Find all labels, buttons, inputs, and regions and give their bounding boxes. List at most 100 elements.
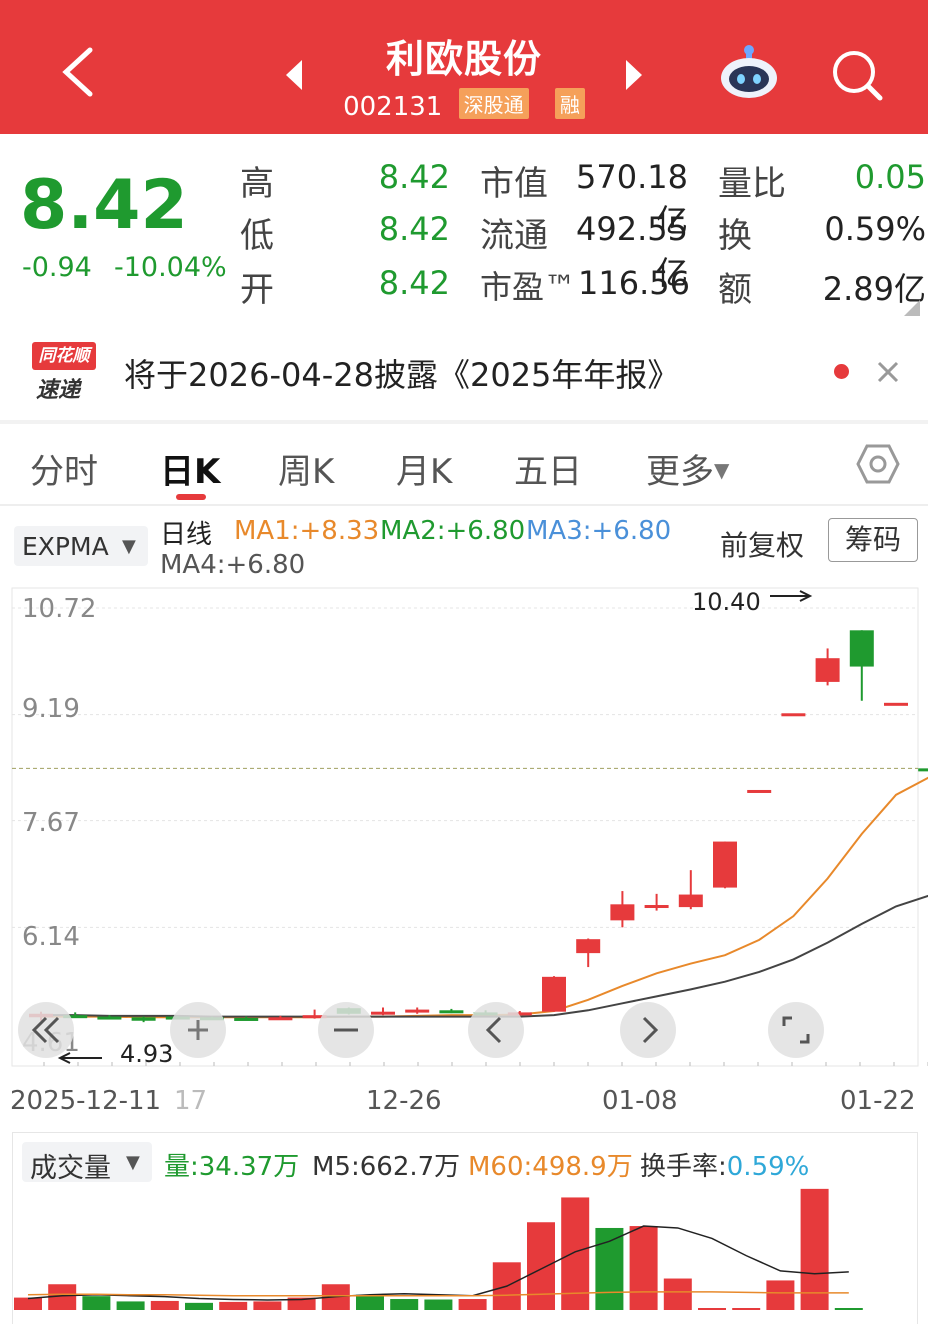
y-tick-label: 6.14 <box>22 922 80 952</box>
back-icon[interactable] <box>56 44 100 100</box>
volume-bar <box>253 1301 282 1310</box>
candle-body <box>747 789 772 793</box>
settings-hexagon-icon[interactable] <box>856 442 900 486</box>
volume-bar <box>356 1294 384 1310</box>
volume-bar <box>185 1302 213 1310</box>
float-cap-value: 492.55亿 <box>576 210 688 292</box>
volume-bar <box>14 1297 42 1310</box>
rewind-button[interactable] <box>18 1002 74 1058</box>
volume-bar <box>732 1308 761 1310</box>
volume-indicator-selector[interactable]: 成交量 ▼ <box>22 1142 152 1184</box>
tab-monthly-k[interactable]: 月K <box>396 452 453 492</box>
volume-legend: 量:34.37万 <box>164 1152 300 1182</box>
adjust-mode-button[interactable]: 前复权 <box>720 529 805 562</box>
tab-more-label: 更多 <box>646 452 714 492</box>
market-cap-value: 570.18亿 <box>576 158 688 240</box>
volume-bar <box>766 1280 795 1310</box>
volume-bar <box>390 1299 419 1310</box>
candle-body <box>302 1015 327 1019</box>
chart-frame <box>11 587 919 1067</box>
tab-daily-k[interactable]: 日K <box>160 452 221 492</box>
stock-header: 利欧股份 002131 深股通 融 <box>0 0 928 134</box>
tab-more[interactable]: 更多▼ <box>646 444 729 493</box>
volume-bar <box>663 1278 692 1310</box>
candle-body <box>507 1012 532 1016</box>
m60-legend: M60:498.9万 <box>468 1152 633 1182</box>
robot-assistant-icon[interactable] <box>716 42 782 102</box>
volume-bar <box>424 1299 453 1310</box>
float-cap-label: 流通 <box>480 216 548 256</box>
candle-body <box>849 630 874 667</box>
chevron-down-icon: ▼ <box>126 1152 140 1173</box>
volume-bar <box>150 1300 179 1310</box>
margin-badge: 融 <box>554 88 585 119</box>
plus-icon <box>188 1020 208 1040</box>
turnover-label: 换 <box>718 216 752 256</box>
stock-code: 002131 <box>343 92 443 122</box>
candle-body <box>576 939 601 954</box>
ma2-legend: MA2:+6.80 <box>380 516 526 546</box>
y-tick-label: 9.19 <box>22 694 80 724</box>
candle-body <box>884 702 908 706</box>
indicator-selector[interactable]: EXPMA ▼ <box>14 526 148 566</box>
chip-distribution-button[interactable]: 筹码 <box>828 518 918 562</box>
scroll-left-button[interactable] <box>468 1002 524 1058</box>
amount-label: 额 <box>718 270 752 310</box>
notice-text: 将于2026-04-28披露《2025年年报》 <box>124 356 680 394</box>
candle-body <box>815 658 840 682</box>
candle-body <box>542 976 566 1012</box>
candle-body <box>678 894 703 908</box>
next-stock-icon[interactable] <box>622 58 646 92</box>
volume-panel <box>12 1132 918 1324</box>
high-arrow-head <box>799 590 813 602</box>
indicator-selector-label: EXPMA <box>22 532 109 561</box>
x-tick-label: 01-08 <box>602 1086 678 1116</box>
volume-selector-label: 成交量 <box>30 1153 111 1184</box>
chevron-left-icon <box>485 1016 502 1044</box>
high-annotation: 10.40 <box>692 588 761 616</box>
volume-bar <box>834 1308 863 1310</box>
amount-value: 2.89亿 <box>822 270 926 308</box>
candle-body <box>781 713 806 717</box>
high-label: 高 <box>240 164 274 204</box>
volume-bar <box>458 1299 487 1310</box>
tabs-divider <box>0 504 928 506</box>
volume-chart[interactable] <box>0 1180 928 1324</box>
volume-bar <box>561 1197 590 1310</box>
volume-ratio-label: 量比 <box>718 164 786 204</box>
candle-body <box>918 768 928 772</box>
tab-weekly-k[interactable]: 周K <box>278 452 335 492</box>
tab-intraday[interactable]: 分时 <box>30 452 98 492</box>
low-label: 低 <box>240 216 274 256</box>
fullscreen-icon <box>782 1016 810 1044</box>
notice-bar[interactable]: 同花顺 速递 将于2026-04-28披露《2025年年报》 <box>0 326 928 418</box>
prev-stock-icon[interactable] <box>282 58 306 92</box>
volume-bar <box>527 1222 555 1310</box>
volume-bar <box>219 1301 248 1310</box>
search-icon[interactable] <box>830 48 886 104</box>
m5-legend: M5:662.7万 <box>312 1152 461 1182</box>
close-icon[interactable] <box>876 360 900 384</box>
low-annotation: 4.93 <box>120 1040 174 1068</box>
zoom-out-button[interactable] <box>318 1002 374 1058</box>
expand-corner-icon[interactable] <box>904 300 920 316</box>
price-change: -0.94 <box>22 252 92 283</box>
tab-five-day[interactable]: 五日 <box>514 452 582 492</box>
m5-line <box>27 1225 849 1301</box>
candle-body <box>63 1015 88 1019</box>
low-value: 8.42 <box>378 210 450 248</box>
volume-bar <box>698 1308 726 1310</box>
x-tick-label-faded: 17 <box>174 1086 208 1116</box>
turnover-legend: 换手率:0.59% <box>640 1146 809 1183</box>
turnover-legend-value: 0.59% <box>726 1152 810 1182</box>
scroll-right-button[interactable] <box>620 1002 676 1058</box>
volume-bar <box>629 1226 658 1310</box>
y-tick-label: 10.72 <box>22 594 97 624</box>
candle-body <box>610 904 635 921</box>
candle-body <box>371 1011 395 1015</box>
candle-body <box>97 1016 122 1020</box>
zoom-in-button[interactable] <box>170 1002 226 1058</box>
fullscreen-button[interactable] <box>768 1002 824 1058</box>
candle-body <box>268 1017 293 1021</box>
open-label: 开 <box>240 270 274 310</box>
